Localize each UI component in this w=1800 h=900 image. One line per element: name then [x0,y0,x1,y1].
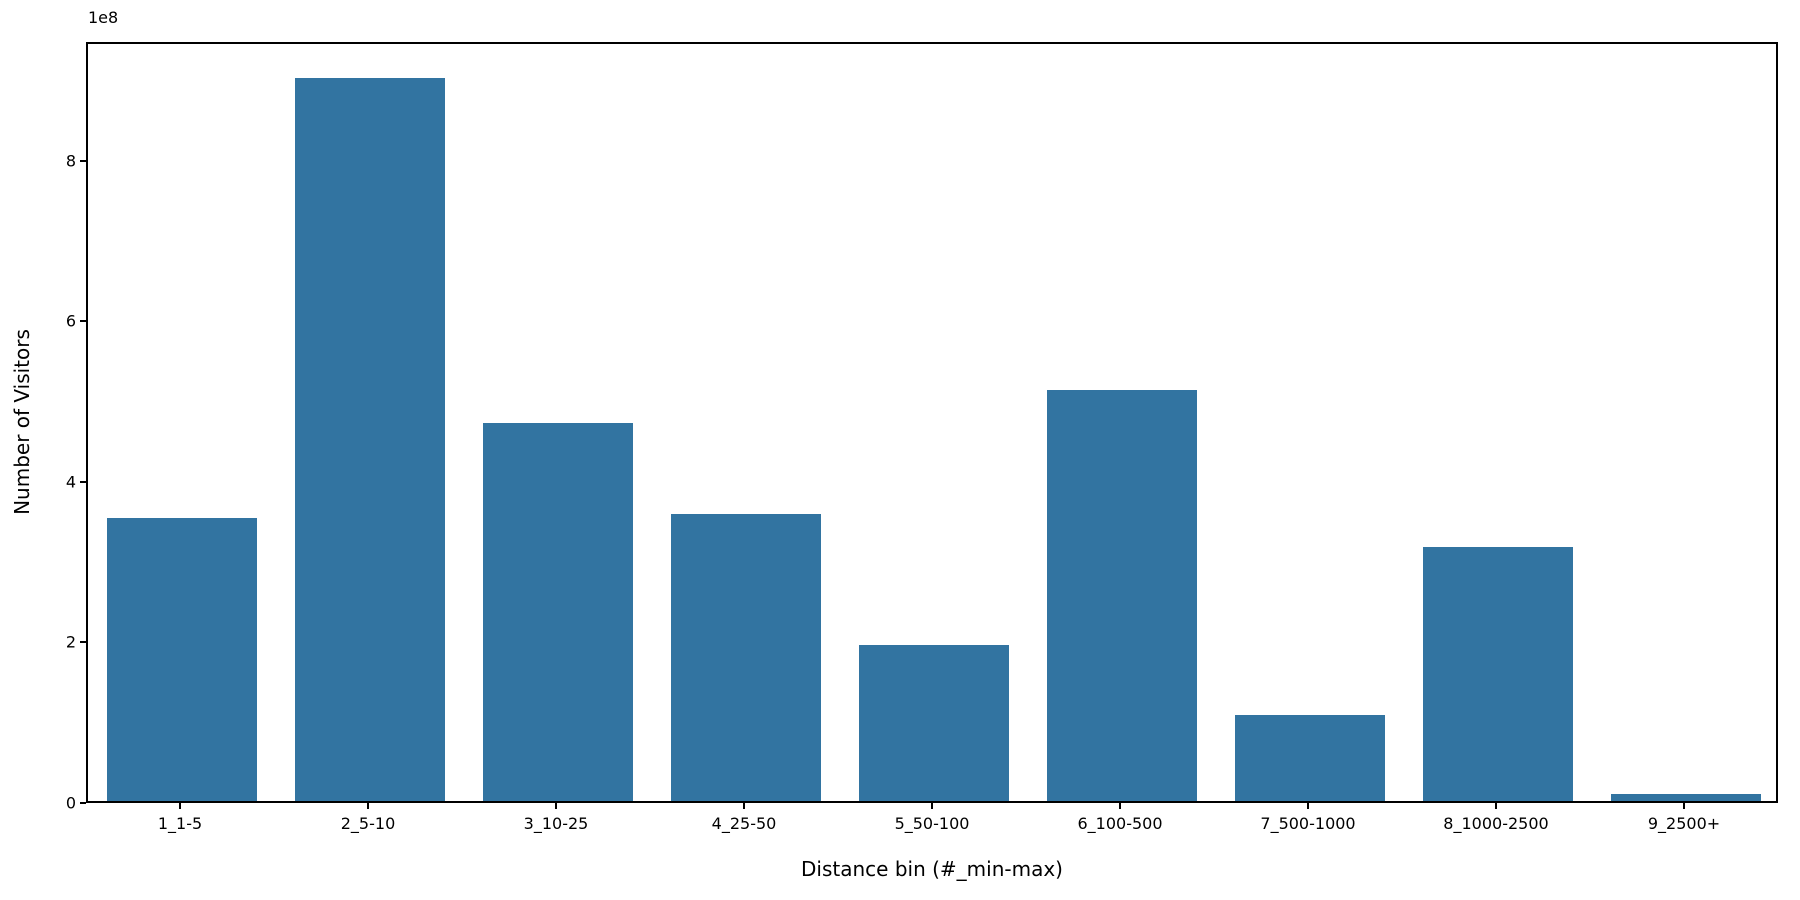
bar-7_500-1000 [1234,715,1386,801]
plot-area [86,42,1778,803]
x-tick-mark [179,803,181,809]
bar-9_2500+ [1610,793,1762,801]
x-axis-label: Distance bin (#_min-max) [801,857,1063,881]
y-tick-label: 8 [65,151,76,171]
x-tick-mark [1495,803,1497,809]
x-tick-label: 9_2500+ [1647,814,1721,833]
x-tick-label: 8_1000-2500 [1443,814,1549,833]
y-tick-mark [80,641,86,644]
bar-4_25-50 [670,513,822,801]
y-tick-mark [80,159,86,162]
x-tick-label: 2_5-10 [340,814,396,833]
x-tick-label: 1_1-5 [157,814,203,833]
x-tick-label: 3_10-25 [523,814,589,833]
x-tick-mark [743,803,745,809]
x-tick-mark [555,803,557,809]
x-tick-mark [1683,803,1685,809]
bar-1_1-5 [106,517,258,801]
y-tick-mark [80,480,86,483]
bar-8_1000-2500 [1422,547,1574,801]
y-tick-mark [80,320,86,323]
x-tick-mark [931,803,933,809]
bar-5_50-100 [858,645,1010,801]
bar-6_100-500 [1046,390,1198,801]
y-tick-label: 0 [65,793,76,813]
y-axis-label: Number of Visitors [10,329,34,515]
x-tick-mark [1119,803,1121,809]
y-tick-label: 4 [65,472,76,492]
x-tick-mark [367,803,369,809]
bar-3_10-25 [482,422,634,801]
x-tick-label: 6_100-500 [1077,814,1163,833]
x-tick-label: 7_500-1000 [1260,814,1356,833]
bars-layer [88,44,1776,801]
y-tick-label: 6 [65,311,76,331]
y-tick-label: 2 [65,632,76,652]
bar-2_5-10 [294,77,446,801]
y-axis-offset-text: 1e8 [88,8,119,27]
x-tick-label: 5_50-100 [894,814,970,833]
x-tick-mark [1307,803,1309,809]
x-tick-label: 4_25-50 [711,814,777,833]
y-tick-mark [80,802,86,804]
